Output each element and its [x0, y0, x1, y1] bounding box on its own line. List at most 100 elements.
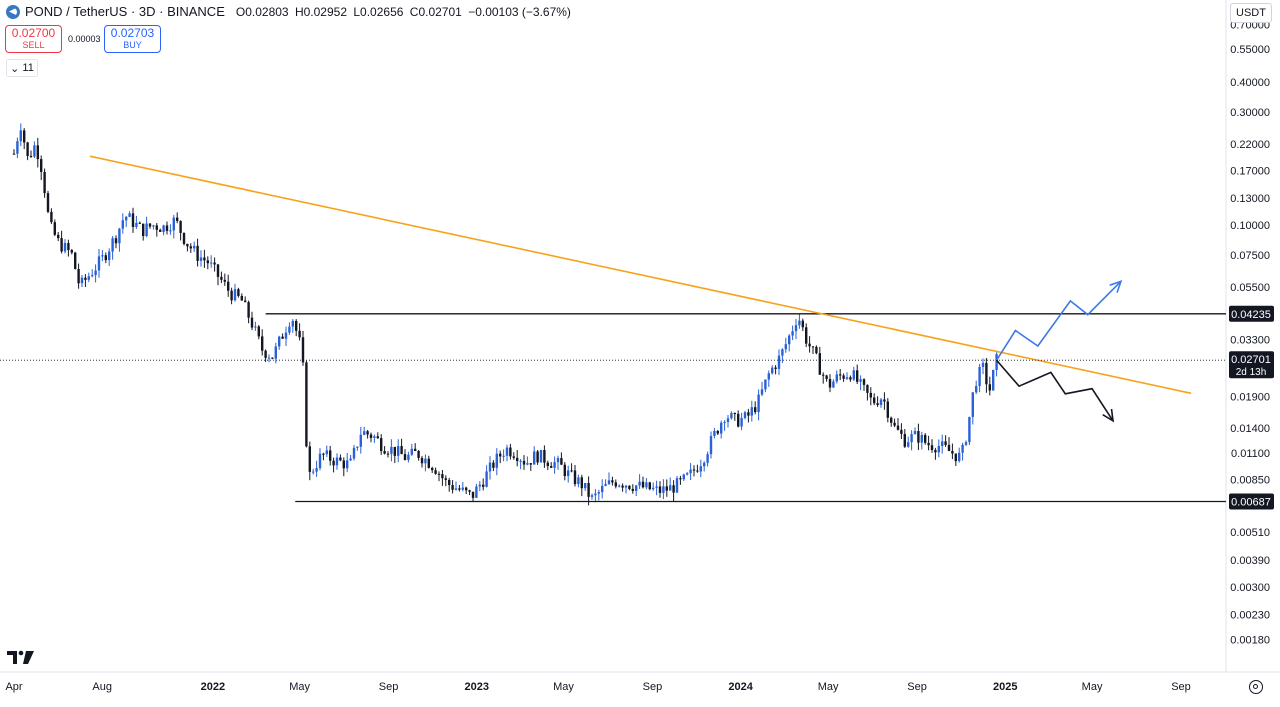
candle-body	[196, 245, 199, 261]
candle-body	[247, 302, 250, 318]
candle-body	[220, 276, 223, 280]
candle-body	[975, 386, 978, 393]
candle-body	[203, 257, 206, 261]
candle-body	[468, 490, 471, 492]
candle-body	[26, 142, 29, 156]
ohlc-open-key: O	[235, 4, 246, 19]
candle-body	[607, 480, 611, 485]
candle-body	[954, 453, 957, 462]
candle-body	[186, 243, 189, 247]
candle-body	[101, 255, 104, 257]
candle-body	[706, 454, 709, 463]
candle-body	[454, 488, 458, 490]
candle-body	[828, 379, 832, 388]
candle-body	[876, 403, 879, 406]
candle-body	[155, 225, 158, 230]
bullish-scenario-arrowhead-icon	[1109, 280, 1123, 293]
candle-body	[679, 478, 682, 480]
gear-icon[interactable]	[1249, 680, 1263, 694]
candle-body	[19, 130, 22, 142]
candle-body	[594, 493, 597, 496]
candle-body	[907, 442, 910, 447]
sell-label: SELL	[22, 40, 45, 50]
bullish-scenario-path[interactable]	[995, 280, 1122, 361]
candle-body	[505, 447, 509, 456]
candle-body	[641, 481, 645, 488]
candle-body	[223, 279, 226, 282]
countdown-label: 2d 13h	[1236, 367, 1267, 378]
candle-body	[414, 448, 417, 451]
candle-body	[199, 257, 203, 261]
sell-button[interactable]: 0.02700 SELL	[5, 25, 62, 53]
descending-trendline[interactable]	[89, 155, 1192, 395]
candle-body	[403, 454, 407, 460]
candle-body	[363, 431, 366, 435]
candle-body	[665, 486, 668, 491]
candle-body	[84, 277, 87, 280]
candle-body	[325, 450, 328, 455]
candle-body	[118, 228, 121, 244]
candle-body	[50, 211, 53, 223]
indicators-toggle[interactable]: ⌄ 11	[6, 59, 38, 77]
candle-body	[128, 213, 131, 217]
candle-body	[784, 344, 787, 350]
ohlc-high-value: 0.02952	[303, 4, 348, 19]
candle-body	[230, 290, 233, 301]
candle-body	[798, 320, 801, 326]
candle-body	[733, 413, 736, 415]
candle-body	[825, 375, 828, 380]
candle-body	[815, 346, 818, 354]
indicators-count: 11	[22, 62, 34, 74]
y-tick-label: 0.00390	[1230, 555, 1270, 567]
candle-body	[689, 469, 692, 474]
candle-body	[152, 225, 155, 227]
x-tick-label: Apr	[5, 681, 22, 693]
tradingview-logo-icon[interactable]	[7, 648, 35, 666]
horizontal-level-label: 0.04235	[1231, 309, 1271, 321]
candle-body	[216, 264, 220, 277]
candle-body	[764, 379, 767, 390]
candle-body	[716, 430, 719, 434]
candle-body	[995, 354, 998, 370]
candle-body	[264, 350, 267, 358]
currency-button[interactable]: USDT	[1230, 3, 1272, 23]
candle-body	[597, 492, 600, 494]
candle-body	[111, 238, 114, 252]
candle-body	[635, 485, 638, 491]
candle-body	[723, 421, 726, 423]
candle-body	[189, 246, 192, 249]
candle-body	[441, 474, 444, 479]
candle-body	[380, 438, 383, 452]
ohlc-values: O0.02803 H0.02952 L0.02656 C0.02701 −0.0…	[236, 5, 574, 19]
buy-button[interactable]: 0.02703 BUY	[104, 25, 161, 53]
candle-body	[927, 442, 930, 446]
candle-body	[842, 375, 845, 379]
candle-body	[254, 326, 257, 328]
candle-body	[740, 418, 743, 427]
candle-body	[342, 460, 345, 469]
candle-body	[648, 482, 651, 490]
candle-body	[692, 469, 696, 471]
candle-body	[771, 367, 774, 374]
bearish-scenario-path[interactable]	[996, 359, 1114, 422]
candle-body	[318, 453, 322, 469]
candle-body	[478, 484, 481, 487]
candle-body	[638, 481, 641, 486]
x-tick-label: May	[818, 681, 839, 693]
ohlc-change: −0.00103 (−3.67%)	[468, 4, 571, 19]
candle-body	[77, 269, 80, 284]
candle-body	[165, 225, 169, 231]
symbol-title[interactable]: POND / TetherUS · 3D · BINANCE	[25, 4, 225, 19]
candle-body	[958, 452, 961, 462]
candle-body	[437, 473, 441, 475]
candle-body	[465, 487, 468, 491]
candle-body	[349, 458, 352, 461]
candle-body	[142, 223, 145, 237]
candle-body	[645, 482, 648, 488]
candle-body	[682, 474, 685, 480]
candle-body	[604, 484, 607, 486]
candle-body	[580, 477, 583, 489]
candle-body	[172, 217, 175, 231]
